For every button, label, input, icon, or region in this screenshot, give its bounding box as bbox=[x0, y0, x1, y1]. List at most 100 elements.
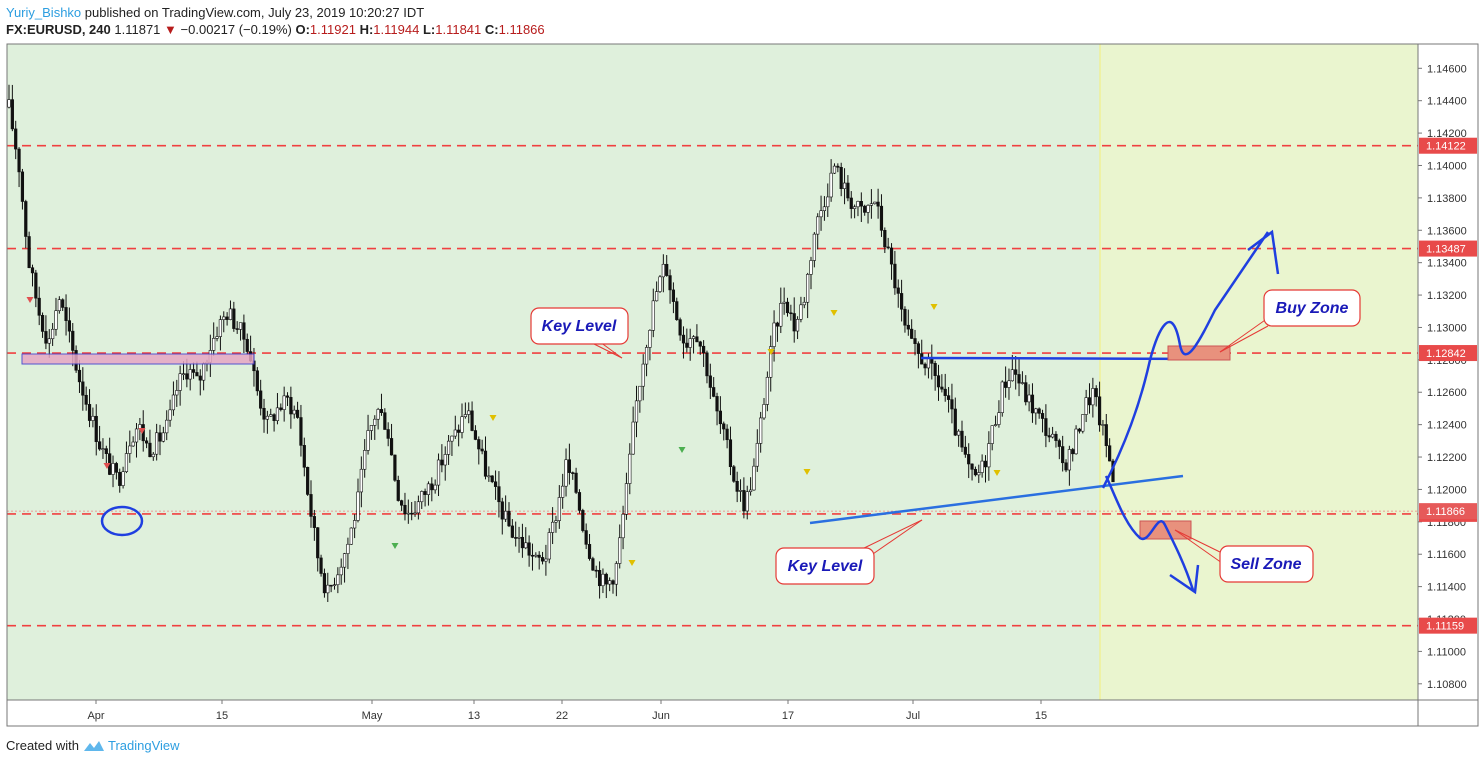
callout-key-level-lower[interactable]: Key Level bbox=[775, 519, 923, 585]
candle bbox=[101, 438, 105, 459]
bullish-path-drawing[interactable] bbox=[1101, 231, 1270, 489]
candle bbox=[876, 188, 880, 219]
candle bbox=[1061, 435, 1065, 472]
candle bbox=[923, 362, 927, 376]
candle bbox=[322, 568, 327, 598]
candle bbox=[638, 385, 642, 413]
candle bbox=[906, 309, 910, 336]
candle bbox=[859, 192, 863, 222]
candle bbox=[725, 424, 729, 449]
candle bbox=[1024, 375, 1028, 406]
candle bbox=[987, 431, 991, 481]
candle bbox=[973, 466, 978, 477]
candle bbox=[446, 435, 451, 465]
author-link[interactable]: Yuriy_Bishko bbox=[6, 5, 82, 20]
candle bbox=[826, 183, 830, 217]
candle bbox=[128, 430, 132, 463]
signal-marker bbox=[26, 297, 34, 303]
bullish-arrowhead[interactable] bbox=[1247, 229, 1280, 275]
candle bbox=[316, 527, 320, 572]
candle bbox=[661, 254, 665, 293]
tradingview-brand-link[interactable]: TradingView bbox=[107, 738, 180, 753]
candle bbox=[64, 294, 68, 336]
candle bbox=[752, 458, 756, 491]
footer: Created with TradingView bbox=[6, 738, 180, 753]
price-tag-1: 1.13487 bbox=[1419, 240, 1477, 257]
buy-zone-box[interactable] bbox=[1167, 345, 1231, 361]
price-axis[interactable]: 1.14600 1.14400 1.14200 1.14000 1.13800 1.136… bbox=[1418, 63, 1467, 691]
candle bbox=[517, 526, 521, 553]
candle bbox=[225, 312, 229, 326]
candle bbox=[665, 255, 669, 277]
candle bbox=[289, 386, 293, 429]
sell-zone-box[interactable] bbox=[1139, 520, 1192, 540]
candle bbox=[470, 401, 474, 432]
candle bbox=[618, 524, 622, 569]
candle bbox=[151, 451, 155, 461]
candle bbox=[218, 315, 223, 351]
price-tags: 1.141221.134871.128421.118491.111591.118… bbox=[1419, 137, 1477, 634]
y-tick-label: 1.11400 bbox=[1427, 582, 1466, 594]
candle bbox=[655, 281, 659, 302]
callout-key-level-upper[interactable]: Key Level bbox=[530, 307, 629, 359]
close-label: C: bbox=[484, 22, 499, 37]
candle bbox=[728, 426, 733, 476]
candle bbox=[420, 490, 424, 509]
y-tick-label: 1.12200 bbox=[1427, 452, 1467, 464]
signal-marker bbox=[103, 463, 111, 469]
candle bbox=[306, 466, 310, 496]
candle bbox=[806, 272, 810, 319]
candle bbox=[822, 196, 827, 221]
candle bbox=[1054, 431, 1058, 448]
price-tag-5: 1.11866 bbox=[1419, 503, 1477, 520]
low-circle-drawing[interactable] bbox=[100, 505, 144, 537]
tradingview-logo-icon bbox=[83, 740, 104, 751]
time-axis[interactable]: Apr 15 May 13 22 Jun 17 Jul 15 bbox=[87, 700, 1047, 722]
chart-frame bbox=[6, 43, 1479, 727]
svg-text:1.14122: 1.14122 bbox=[1426, 141, 1466, 153]
x-tick-label: 15 bbox=[1035, 710, 1047, 722]
price-change: −0.00217 (−0.19%) bbox=[180, 22, 292, 37]
candle bbox=[460, 403, 464, 439]
candle bbox=[611, 579, 615, 594]
y-tick-label: 1.14400 bbox=[1427, 96, 1467, 108]
callout-buy-zone[interactable]: Buy Zone bbox=[1219, 289, 1361, 353]
down-arrow-icon: ▼ bbox=[164, 22, 177, 37]
signal-marker bbox=[391, 543, 399, 549]
candle bbox=[537, 551, 541, 570]
candle bbox=[131, 436, 135, 447]
x-tick-label: 15 bbox=[216, 710, 228, 722]
bearish-path-drawing[interactable] bbox=[1104, 475, 1195, 591]
candle bbox=[759, 411, 763, 453]
callout-buy-zone-text: Buy Zone bbox=[1276, 300, 1349, 317]
open-label: O: bbox=[295, 22, 310, 37]
y-tick-label: 1.14200 bbox=[1427, 128, 1467, 140]
candle bbox=[262, 398, 266, 433]
candle bbox=[1091, 377, 1095, 418]
candle bbox=[940, 374, 944, 393]
candle bbox=[430, 477, 434, 502]
candle bbox=[1027, 384, 1031, 412]
candle bbox=[1087, 383, 1092, 414]
candle bbox=[282, 386, 286, 422]
candle bbox=[67, 307, 72, 343]
candle bbox=[124, 441, 129, 474]
resistance-box[interactable] bbox=[21, 353, 255, 365]
support-trendline[interactable] bbox=[809, 474, 1184, 525]
candle bbox=[581, 508, 585, 533]
candle bbox=[534, 552, 538, 558]
candle bbox=[309, 480, 313, 528]
high-value: 1.11944 bbox=[373, 22, 420, 37]
candle bbox=[634, 385, 639, 438]
candle bbox=[913, 329, 917, 356]
callout-sell-zone[interactable]: Sell Zone bbox=[1174, 529, 1314, 583]
candle bbox=[903, 306, 907, 333]
candle bbox=[695, 324, 699, 343]
candle bbox=[134, 423, 139, 458]
future-shade bbox=[1100, 44, 1418, 700]
bearish-arrowhead[interactable] bbox=[1169, 564, 1200, 595]
candle bbox=[715, 392, 719, 426]
price-tag-4: 1.11159 bbox=[1419, 617, 1477, 634]
candle bbox=[346, 537, 350, 570]
